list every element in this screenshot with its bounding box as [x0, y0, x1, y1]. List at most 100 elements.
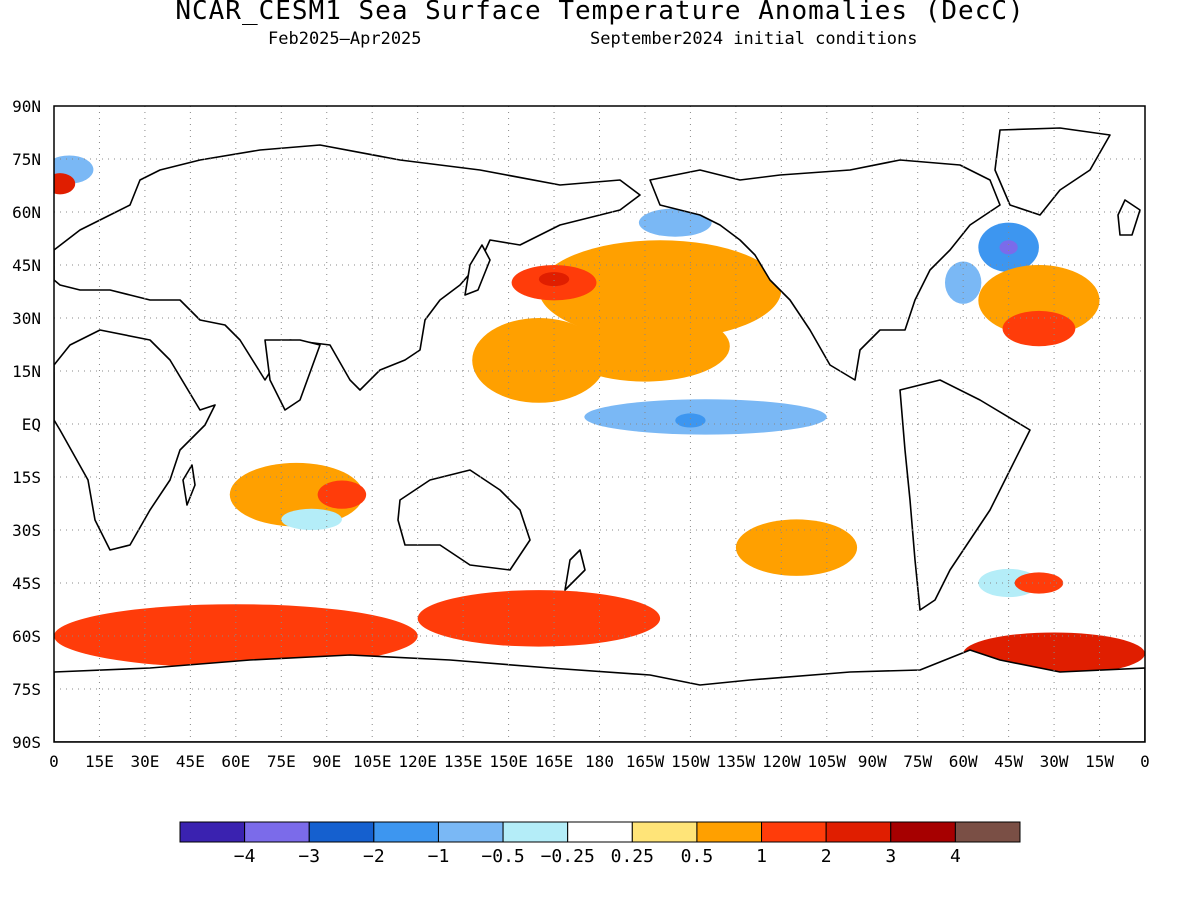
colorbar-label: 2 — [821, 846, 832, 867]
land-eurasia — [54, 144, 641, 391]
land-britain — [1117, 199, 1141, 236]
colorbar-label: 3 — [885, 846, 896, 867]
land-greenland — [994, 127, 1111, 216]
lat-label: 15N — [12, 362, 41, 381]
colorbar-label: 4 — [950, 846, 961, 867]
colorbar-swatch — [890, 821, 956, 843]
lon-label: 135E — [444, 752, 483, 771]
initial-conditions: September2024 initial conditions — [590, 29, 918, 49]
lon-label: 105E — [353, 752, 392, 771]
land-south-america — [899, 379, 1031, 611]
lon-label: 150W — [671, 752, 710, 771]
lon-label: 30W — [1040, 752, 1069, 771]
colorbar-swatch — [761, 821, 827, 843]
lat-label: 30N — [12, 309, 41, 328]
forecast-period: Feb2025–Apr2025 — [268, 29, 422, 49]
lon-label: 105W — [808, 752, 847, 771]
land-australia — [397, 469, 531, 571]
land-africa — [54, 329, 216, 551]
lon-label: 135W — [717, 752, 756, 771]
colorbar-label: −2 — [363, 846, 385, 867]
colorbar-swatch — [373, 821, 439, 843]
land-madagascar — [182, 464, 196, 506]
colorbar-swatch — [308, 821, 375, 843]
lon-label: 90W — [858, 752, 887, 771]
chart-title: NCAR_CESM1 Sea Surface Temperature Anoma… — [175, 0, 1025, 26]
graticule — [54, 106, 1145, 742]
lat-label: 75N — [12, 150, 41, 169]
land-india — [264, 339, 321, 411]
map-frame — [53, 105, 1146, 743]
lat-label: 60S — [12, 627, 41, 646]
anomaly-region-9 — [317, 480, 367, 509]
lat-label: 45S — [12, 574, 41, 593]
lon-label: 120E — [398, 752, 437, 771]
lat-label: 30S — [12, 521, 41, 540]
colorbar-label: −4 — [234, 846, 256, 867]
lon-label: 165W — [626, 752, 665, 771]
anomaly-region-12 — [417, 590, 661, 647]
lon-label: 75E — [267, 752, 296, 771]
anomaly-region-6 — [675, 413, 706, 428]
lat-label: EQ — [22, 415, 41, 434]
colorbar-label: 1 — [756, 846, 767, 867]
anomaly-region-11 — [54, 604, 418, 668]
anomaly-region-22 — [54, 173, 76, 195]
colorbar-label: 0.25 — [611, 846, 654, 867]
lon-label: 90E — [312, 752, 341, 771]
lon-label: 0 — [1140, 752, 1150, 771]
anomaly-region-16 — [944, 261, 982, 304]
colorbar-label: −0.25 — [541, 846, 595, 867]
anomaly-region-18 — [1002, 310, 1076, 347]
lon-label: 0 — [49, 752, 59, 771]
colorbar-swatch — [631, 821, 698, 843]
anomaly-region-10 — [281, 508, 342, 530]
coastlines — [54, 127, 1145, 742]
anomaly-region-24 — [638, 208, 712, 237]
lon-label: 30E — [130, 752, 159, 771]
colorbar-swatch — [954, 821, 1021, 843]
anomaly-region-7 — [735, 519, 858, 576]
lat-label: 90S — [12, 733, 41, 752]
colorbar-swatch — [244, 821, 310, 843]
colorbar-swatch — [696, 821, 763, 843]
lon-label: 165E — [535, 752, 574, 771]
lon-label: 45W — [994, 752, 1023, 771]
anomaly-region-2 — [538, 272, 570, 287]
lon-label: 15W — [1085, 752, 1114, 771]
colorbar-label: 0.5 — [681, 846, 714, 867]
lon-label: 180 — [585, 752, 614, 771]
lon-label: 60E — [221, 752, 250, 771]
land-north-america — [649, 159, 1001, 381]
lon-label: 150E — [489, 752, 528, 771]
anomaly-region-4 — [472, 318, 606, 403]
longitude-labels: 0 15E 30E 45E 60E 75E 90E 105E 120E 135E 150E 165E 1… — [49, 752, 1150, 771]
anomaly-region-15 — [999, 240, 1018, 255]
colorbar: −4 −3 −2 −1 −0.5 −0.25 0.25 0.5 1 2 3 4 — [179, 821, 1021, 867]
colorbar-swatch — [179, 821, 246, 843]
land-antarctica — [54, 649, 1145, 742]
lon-label: 15E — [85, 752, 114, 771]
lon-label: 45E — [176, 752, 205, 771]
lon-label: 60W — [949, 752, 978, 771]
lon-label: 75W — [903, 752, 932, 771]
lat-label: 90N — [12, 97, 41, 116]
lon-label: 120W — [762, 752, 801, 771]
latitude-labels: 90N 75N 60N 45N 30N 15N EQ 15S 30S 45S 60S 75S 90S — [12, 97, 41, 752]
lat-label: 15S — [12, 468, 41, 487]
lat-label: 75S — [12, 680, 41, 699]
land-japan — [464, 244, 491, 296]
anomaly-region-8 — [229, 462, 364, 527]
colorbar-swatch — [825, 821, 892, 843]
anomaly-region-5 — [584, 399, 827, 435]
lat-label: 60N — [12, 203, 41, 222]
lat-label: 45N — [12, 256, 41, 275]
colorbar-label: −0.5 — [481, 846, 524, 867]
colorbar-swatch — [502, 821, 569, 843]
colorbar-swatch — [567, 821, 633, 843]
land-new-zealand — [564, 549, 586, 591]
colorbar-label: −1 — [428, 846, 450, 867]
colorbar-swatch — [437, 821, 504, 843]
colorbar-label: −3 — [298, 846, 320, 867]
